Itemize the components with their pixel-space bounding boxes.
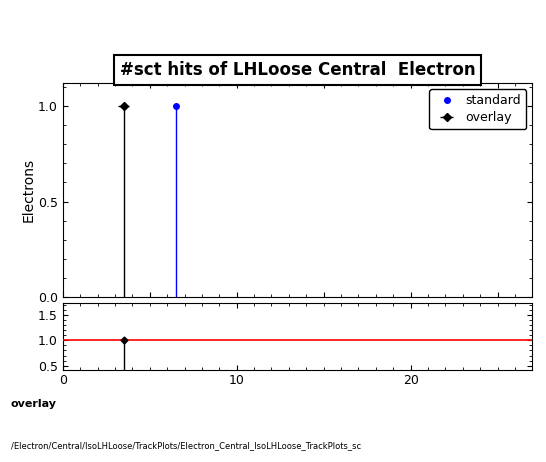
- Y-axis label: Electrons: Electrons: [21, 158, 35, 222]
- Text: overlay: overlay: [11, 399, 57, 409]
- Title: #sct hits of LHLoose Central  Electron: #sct hits of LHLoose Central Electron: [120, 61, 476, 79]
- Legend: standard, overlay: standard, overlay: [429, 90, 526, 129]
- Text: /Electron/Central/IsoLHLoose/TrackPlots/Electron_Central_IsoLHLoose_TrackPlots_s: /Electron/Central/IsoLHLoose/TrackPlots/…: [11, 442, 361, 450]
